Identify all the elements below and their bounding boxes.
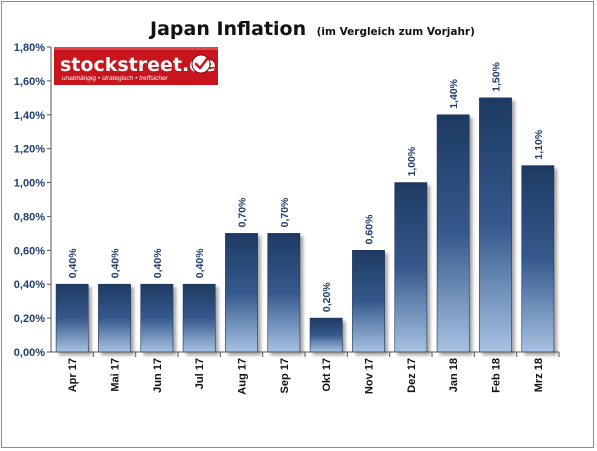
x-tick-label: Mai 17 (110, 358, 122, 392)
y-tick-label: 1,60% (14, 76, 45, 88)
x-tick-label: Dez 17 (406, 358, 418, 393)
title-main: Japan Inflation (148, 18, 306, 40)
data-label: 0,60% (364, 214, 376, 244)
chart-title: Japan Inflation (im Vergleich zum Vorjah… (148, 18, 475, 40)
y-tick-label: 1,80% (14, 42, 45, 54)
data-label: 0,20% (321, 282, 333, 312)
stockstreet-logo: stockstreet.de unabhängig • strategisch … (54, 47, 218, 85)
y-tick-label: 0,20% (14, 313, 45, 325)
x-tick-label: Nov 17 (364, 358, 376, 394)
bar (55, 283, 89, 353)
data-label: 0,40% (194, 248, 206, 278)
data-label: 1,40% (448, 78, 460, 108)
y-tick-label: 1,00% (14, 178, 45, 190)
x-tick-label: Okt 17 (321, 358, 333, 392)
data-label: 0,70% (279, 197, 291, 227)
y-axis: 0,00% 0,20% 0,40% 0,60% 0,80% 1,00% 1,20% 1,40%… (14, 42, 52, 359)
y-tick-label: 1,20% (14, 144, 45, 156)
data-labels: 0,40% 0,40% 0,40% 0,40% 0,70% 0,70% 0,20% 0,60%… (67, 61, 545, 312)
bar (309, 317, 343, 353)
y-tick-label: 0,40% (14, 279, 45, 291)
bar (267, 233, 301, 353)
data-label: 0,70% (237, 197, 249, 227)
x-tick-label: Jun 17 (152, 358, 164, 393)
x-axis: Apr 17 Mai 17 Jun 17 Jul 17 Aug 17 Sep 17 Okt … (51, 351, 560, 395)
data-label: 1,10% (533, 129, 545, 159)
logo-background (54, 47, 218, 85)
logo-text: stockstreet.de (60, 54, 216, 76)
x-tick-label: Feb 18 (491, 358, 503, 393)
bars (55, 97, 555, 353)
x-tick-label: Jan 18 (448, 358, 460, 392)
y-tick-label: 0,00% (14, 347, 45, 359)
bar (436, 114, 470, 353)
y-tick-label: 0,60% (14, 245, 45, 257)
x-tick-label: Aug 17 (237, 358, 249, 395)
chart-title-text: Japan Inflation (im Vergleich zum Vorjah… (148, 18, 475, 40)
x-tick-label: Mrz 18 (533, 358, 545, 392)
x-tick-label: Jul 17 (194, 358, 206, 389)
bar (479, 97, 512, 353)
data-label: 0,40% (67, 248, 79, 278)
logo-tagline: unabhängig • strategisch • treffsicher (62, 75, 169, 82)
data-label: 0,40% (152, 248, 164, 278)
bar (225, 233, 258, 353)
data-label: 0,40% (110, 248, 122, 278)
bar (394, 182, 428, 353)
bar (182, 283, 216, 353)
x-tick-label: Sep 17 (279, 358, 291, 393)
data-label: 1,50% (491, 61, 503, 91)
data-label: 1,00% (406, 146, 418, 176)
bar (521, 165, 555, 353)
y-tick-label: 1,40% (14, 110, 45, 122)
bar (352, 250, 385, 353)
bar (140, 283, 174, 353)
y-tick-label: 0,80% (14, 211, 45, 223)
checkmark-circle-icon (191, 54, 211, 74)
x-tick-label: Apr 17 (67, 358, 79, 392)
title-subtitle: (im Vergleich zum Vorjahr) (317, 26, 475, 38)
logo-highlight (54, 47, 218, 50)
bar (98, 283, 131, 353)
